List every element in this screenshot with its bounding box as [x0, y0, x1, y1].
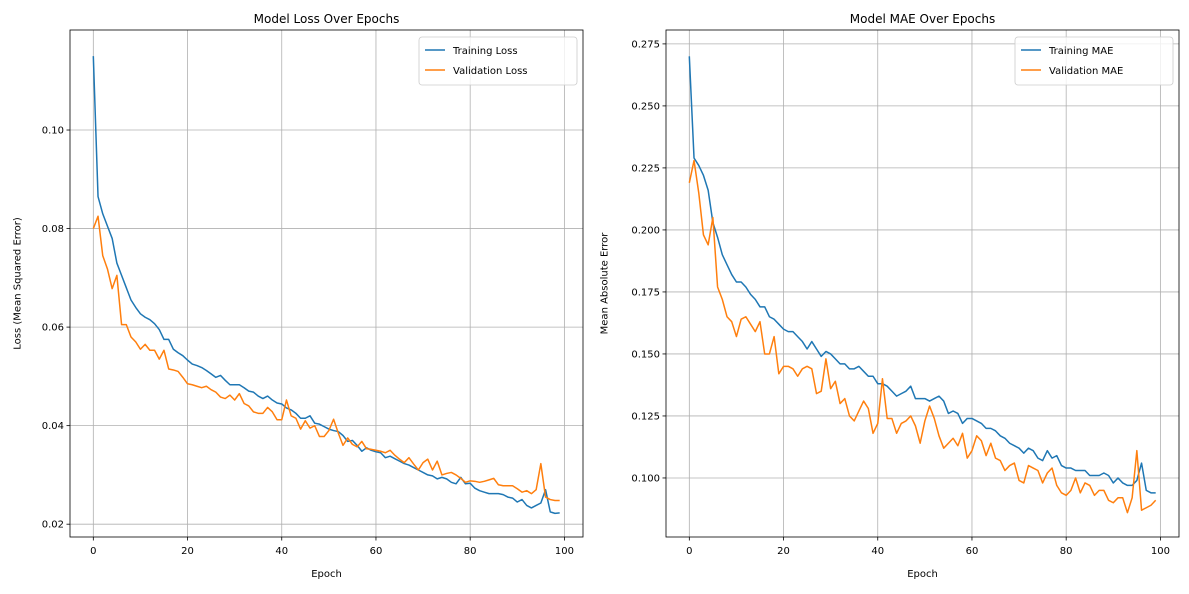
- x-tick-label: 40: [275, 546, 288, 557]
- legend: Training Loss Validation Loss: [418, 36, 578, 86]
- y-tick-label: 0.100: [631, 473, 660, 484]
- legend-box: [1014, 36, 1174, 86]
- y-tick-label: 0.02: [42, 520, 64, 531]
- y-tick-label: 0.08: [42, 224, 64, 235]
- legend-label: Validation Loss: [453, 66, 528, 77]
- x-axis-label: Epoch: [907, 569, 938, 580]
- x-tick-label: 80: [1060, 546, 1073, 557]
- y-tick-label: 0.275: [631, 39, 660, 50]
- y-tick-label: 0.125: [631, 411, 660, 422]
- chart-title: Model Loss Over Epochs: [254, 12, 400, 26]
- x-tick-label: 80: [464, 546, 477, 557]
- x-axis-label: Epoch: [311, 569, 342, 580]
- chart-panel-1: 0 20 40 60 80 100 0.100 0.125 0.150 0.175 0.200 0.2…: [600, 12, 1180, 580]
- y-tick-label: 0.04: [42, 421, 64, 432]
- x-tick-label: 60: [370, 546, 383, 557]
- legend-label: Validation MAE: [1049, 66, 1123, 77]
- x-tick-label: 20: [181, 546, 194, 557]
- y-tick-label: 0.175: [631, 287, 660, 298]
- y-tick-label: 0.10: [42, 126, 64, 137]
- y-tick-label: 0.06: [42, 323, 64, 334]
- series-line-training-mae: [688, 56, 1156, 494]
- x-tick-label: 100: [1151, 546, 1170, 557]
- chart-panel-0: 0 20 40 60 80 100 0.02 0.04 0.06 0.08 0.10 Model Lo…: [13, 12, 584, 580]
- x-tick-label: 20: [777, 546, 790, 557]
- series-line-validation-loss: [92, 215, 560, 502]
- axes-frame: [69, 29, 584, 538]
- series-line-training-loss: [92, 56, 560, 515]
- x-tick-label: 0: [90, 546, 96, 557]
- y-tick-label: 0.225: [631, 163, 660, 174]
- y-tick-label: 0.250: [631, 101, 660, 112]
- x-tick-label: 0: [686, 546, 692, 557]
- y-tick-label: 0.150: [631, 349, 660, 360]
- y-axis-label: Mean Absolute Error: [600, 232, 611, 335]
- x-tick-label: 100: [555, 546, 574, 557]
- x-tick-label: 40: [871, 546, 884, 557]
- legend-box: [418, 36, 578, 86]
- axes-frame: [665, 29, 1180, 538]
- legend-label: Training Loss: [452, 46, 518, 57]
- series-line-validation-mae: [688, 159, 1157, 514]
- chart-title: Model MAE Over Epochs: [850, 12, 995, 26]
- y-axis-label: Loss (Mean Squared Error): [13, 217, 24, 350]
- y-tick-label: 0.200: [631, 225, 660, 236]
- legend-label: Training MAE: [1048, 46, 1113, 57]
- x-tick-label: 60: [966, 546, 979, 557]
- legend: Training MAE Validation MAE: [1014, 36, 1174, 86]
